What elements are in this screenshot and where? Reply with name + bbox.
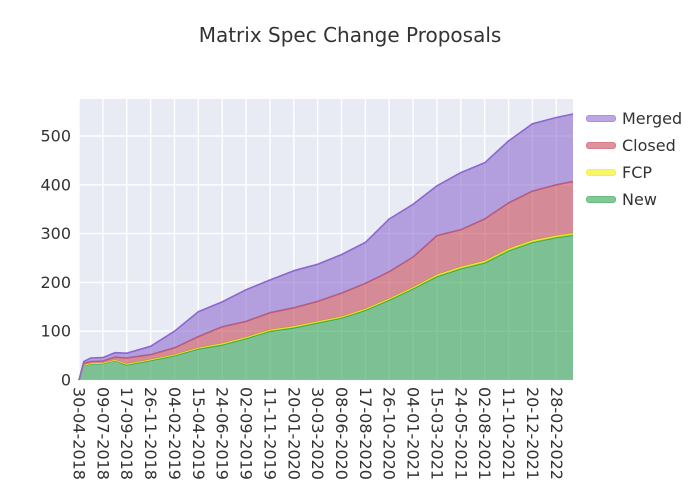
legend-swatch-closed — [586, 142, 616, 149]
y-tick-label-500: 500 — [40, 127, 71, 146]
legend-item-new: New — [586, 186, 682, 213]
x-tick-label-0: 30-04-2018 — [70, 387, 89, 480]
legend-item-merged: Merged — [586, 105, 682, 132]
y-tick-label-400: 400 — [40, 175, 71, 194]
y-tick-label-300: 300 — [40, 224, 71, 243]
legend-label-new: New — [622, 190, 657, 209]
x-tick-label-10: 30-03-2020 — [308, 387, 327, 480]
line-merged — [78, 113, 574, 381]
legend-label-merged: Merged — [622, 109, 683, 128]
x-tick-label-4: 04-02-2019 — [165, 387, 184, 480]
area-new — [79, 235, 573, 380]
y-tick-label-0: 0 — [61, 371, 71, 390]
legend-label-closed: Closed — [622, 136, 676, 155]
legend-swatch-merged — [586, 115, 616, 122]
area-merged — [79, 114, 573, 380]
x-tick-label-13: 26-10-2020 — [380, 387, 399, 480]
area-closed — [79, 181, 573, 380]
x-tick-label-1: 09-07-2018 — [93, 387, 112, 480]
legend-item-closed: Closed — [586, 132, 682, 159]
x-tick-label-12: 17-08-2020 — [356, 387, 375, 480]
x-tick-label-14: 04-01-2021 — [404, 387, 423, 480]
x-tick-label-9: 20-01-2020 — [284, 387, 303, 480]
legend-item-fcp: FCP — [586, 159, 682, 186]
x-tick-label-15: 15-03-2021 — [428, 387, 447, 480]
y-tick-label-200: 200 — [40, 273, 71, 292]
x-tick-label-11: 08-06-2020 — [332, 387, 351, 480]
x-tick-label-17: 02-08-2021 — [475, 387, 494, 480]
x-tick-label-8: 11-11-2019 — [260, 387, 279, 480]
x-tick-label-3: 26-11-2018 — [141, 387, 160, 480]
x-tick-label-2: 17-09-2018 — [117, 387, 136, 480]
x-tick-label-19: 20-12-2021 — [523, 387, 542, 480]
x-tick-label-16: 24-05-2021 — [451, 387, 470, 480]
x-tick-label-5: 15-04-2019 — [189, 387, 208, 480]
x-tick-label-7: 02-09-2019 — [237, 387, 256, 480]
legend: Merged Closed FCP New — [586, 105, 682, 213]
y-tick-label-100: 100 — [40, 322, 71, 341]
chart-title: Matrix Spec Change Proposals — [198, 23, 502, 47]
x-tick-label-6: 24-06-2019 — [213, 387, 232, 480]
legend-label-fcp: FCP — [622, 163, 653, 182]
x-tick-label-18: 11-10-2021 — [499, 387, 518, 480]
legend-swatch-new — [586, 196, 616, 203]
legend-swatch-fcp — [586, 169, 616, 176]
x-tick-label-20: 28-02-2022 — [547, 387, 566, 480]
